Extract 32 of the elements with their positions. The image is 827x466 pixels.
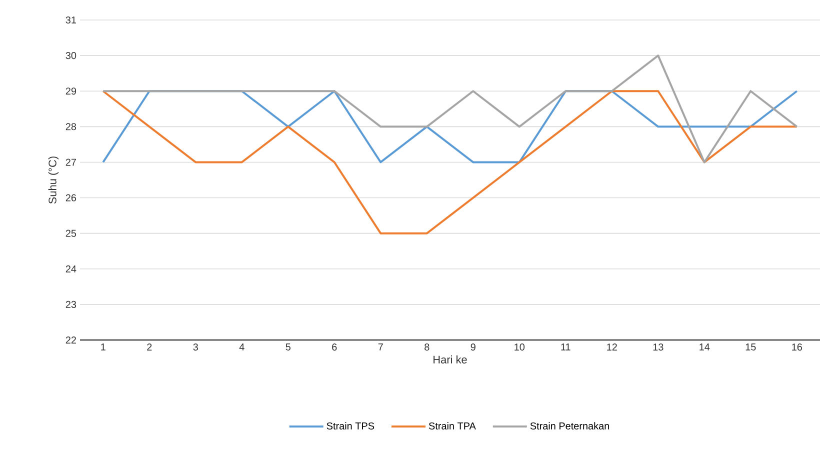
x-tick-label: 12 — [607, 344, 617, 350]
x-tick-label: 14 — [700, 344, 710, 350]
y-tick-label: 22 — [66, 336, 76, 344]
x-tick-label: 6 — [332, 344, 337, 351]
y-tick-label: 28 — [66, 123, 76, 130]
y-tick-label: 29 — [66, 88, 76, 95]
x-tick-label: 13 — [653, 344, 664, 351]
y-tick-label: 31 — [66, 16, 76, 24]
y-tick-label: 24 — [66, 265, 76, 272]
y-tick-label: 30 — [66, 52, 76, 60]
y-axis-title: Suhu (°C) — [48, 156, 59, 204]
x-tick-label: 1 — [101, 344, 106, 350]
y-tick-label: 25 — [66, 230, 76, 237]
legend-label: Strain TPS — [326, 422, 374, 430]
x-tick-label: 11 — [561, 344, 570, 350]
x-tick-label: 10 — [514, 344, 525, 351]
x-tick-label: 8 — [424, 344, 430, 351]
x-tick-label: 7 — [378, 344, 383, 350]
x-tick-label: 4 — [239, 344, 244, 350]
x-tick-label: 5 — [286, 344, 290, 350]
y-tick-label: 26 — [66, 194, 76, 202]
legend-label: Strain Peternakan — [530, 422, 609, 430]
legend-label: Strain TPA — [428, 422, 476, 430]
x-tick-label: 15 — [746, 344, 756, 350]
x-tick-label: 9 — [470, 344, 476, 351]
x-tick-label: 2 — [147, 344, 152, 350]
y-tick-label: 23 — [66, 300, 76, 308]
x-tick-label: 3 — [193, 344, 198, 351]
y-tick-label: 27 — [66, 158, 76, 166]
line-series — [102, 90, 798, 234]
x-axis-title: Hari ke — [434, 355, 467, 364]
x-tick-label: 16 — [792, 344, 802, 351]
